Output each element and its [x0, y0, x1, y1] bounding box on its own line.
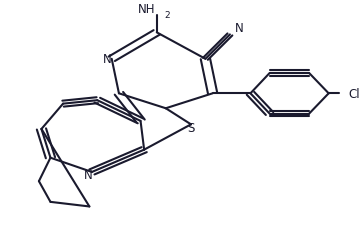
Text: N: N	[235, 22, 244, 34]
Text: Cl: Cl	[349, 87, 360, 100]
Text: N: N	[103, 53, 112, 66]
Text: S: S	[187, 121, 195, 134]
Text: NH: NH	[138, 3, 155, 16]
Text: N: N	[84, 169, 93, 182]
Text: 2: 2	[164, 11, 170, 20]
